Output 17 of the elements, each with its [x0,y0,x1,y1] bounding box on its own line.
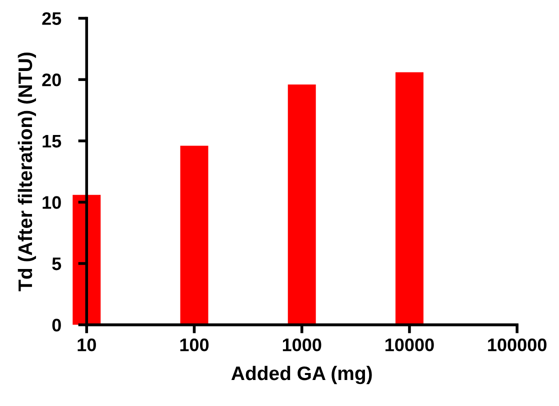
y-tick-label: 20 [42,74,61,86]
y-axis-title: Td (After filteration) (NTU) [18,52,36,292]
bar [72,194,101,325]
y-tick-label: 25 [42,12,62,25]
x-tick-label: 1000 [282,338,322,352]
y-tick-label: 10 [42,196,61,209]
bar [288,84,316,325]
x-tick-label: 10 [78,338,96,352]
y-tick-label: 5 [52,258,62,270]
y-tick-label: 15 [42,135,62,148]
y-tick-label: 0 [52,318,61,332]
bar [395,72,424,325]
x-tick-label: 100 [180,338,209,352]
bar [180,146,208,325]
x-axis-title: Added GA (mg) [231,366,372,384]
x-tick-label: 10000 [386,338,434,352]
x-tick-label: 100000 [488,338,546,352]
